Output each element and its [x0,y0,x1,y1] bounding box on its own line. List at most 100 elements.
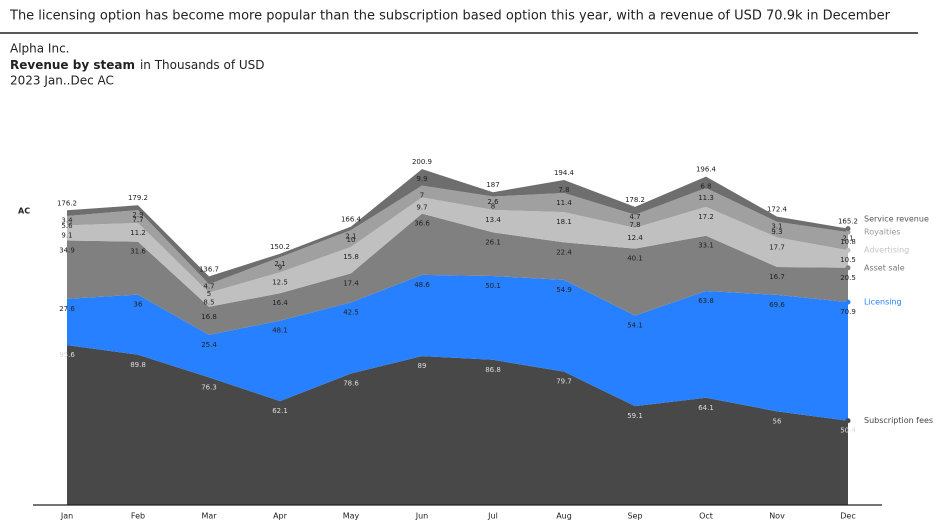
value-label: 33.1 [698,242,714,250]
total-label: 176.2 [57,199,77,207]
value-label: 86.8 [485,366,501,374]
total-label: 187 [486,181,499,189]
value-label: 10.5 [840,256,856,264]
total-label: 165.2 [838,218,858,226]
value-label: 62.1 [272,407,288,415]
value-label: 2.1 [842,235,853,243]
value-label: 15.8 [343,253,359,261]
value-label: 16.8 [201,313,217,321]
value-label: 11.2 [130,229,146,237]
total-label: 166.4 [341,216,362,224]
x-tick-label: Dec [840,512,855,521]
value-label: 8 [491,203,495,211]
header-line: Revenue by steam in Thousands of USD [10,58,265,72]
value-label: 36 [134,301,143,309]
value-label: 50.4 [840,427,856,435]
value-label: 17.2 [698,213,714,221]
value-label: 20.5 [840,274,856,282]
value-label: 76.3 [201,383,217,391]
value-label: 3.1 [771,223,782,231]
legend-label: Service revenue [864,215,929,224]
value-label: 48.1 [272,327,288,335]
value-label: 4.7 [629,213,640,221]
value-label: 8.5 [203,299,214,307]
value-label: 89 [418,362,427,370]
value-label: 2.1 [274,260,285,268]
legend-label: Subscription fees [864,416,933,425]
value-label: 7.8 [558,186,569,194]
series-end-dot [845,226,851,232]
value-label: 69.6 [769,301,785,309]
series-end-dot [845,265,851,271]
value-label: 78.6 [343,380,359,388]
value-label: 6.8 [700,183,711,191]
chart-title: Revenue by steam [10,58,135,72]
value-label: 10.8 [840,238,856,246]
x-tick-label: May [343,512,360,521]
x-tick-label: Oct [699,512,713,521]
value-label: 12.4 [627,234,643,242]
value-label: 9 [278,263,282,271]
area [67,213,848,335]
x-tick-label: Feb [131,512,145,521]
value-label: 26.1 [485,238,501,246]
company: Alpha Inc. [10,42,70,56]
value-label: 2.9 [132,211,143,219]
value-label: 2.6 [487,198,499,206]
total-label: 196.4 [696,166,717,174]
x-tick-label: Jan [60,512,73,521]
value-label: 34.9 [59,247,75,255]
total-label: 136.7 [199,265,219,273]
total-label: 200.9 [412,158,432,166]
series-end-dot [845,229,851,235]
legend-label: Advertising [864,246,909,255]
scenario-label: AC [18,207,30,216]
value-label: 5.6 [61,222,73,230]
value-label: 7.7 [132,216,143,224]
series-end-dot [845,299,851,305]
area [67,197,848,307]
total-label: 179.2 [128,194,148,202]
value-label: 12.5 [272,278,288,286]
x-tick-label: Jul [487,512,498,521]
value-label: 7.8 [629,221,640,229]
value-label: 64.1 [698,404,714,412]
value-label: 3.4 [61,216,73,224]
total-label: 150.2 [270,243,290,251]
value-label: 17.4 [343,279,359,287]
value-label: 25.4 [201,341,217,349]
value-label: 42.5 [343,308,359,316]
value-label: 4.7 [203,282,214,290]
x-tick-label: Sep [627,512,642,521]
value-label: 13.4 [485,216,501,224]
value-label: 31.6 [130,248,146,256]
value-label: 16.7 [769,273,785,281]
value-label: 17.7 [769,243,785,251]
x-tick-label: Apr [273,512,288,521]
total-label: 178.2 [625,196,645,204]
value-label: 95.6 [59,351,75,359]
value-label: 10 [347,236,356,244]
value-label: 9.7 [416,203,427,211]
value-label: 50.1 [485,282,501,290]
value-label: 54.1 [627,322,643,330]
value-label: 48.6 [414,281,430,289]
area [67,345,848,505]
value-label: 11.4 [556,199,572,207]
legend-label: Royalties [864,228,900,237]
legend-label: Asset sale [864,263,905,272]
x-tick-label: Nov [769,512,785,521]
area [67,274,848,421]
value-label: 27.6 [59,305,75,313]
value-label: 36.6 [414,220,430,228]
value-label: 79.7 [556,378,572,386]
total-label: 172.4 [767,206,788,214]
series-end-dot [845,247,851,253]
value-label: 63.8 [698,297,714,305]
value-label: 5 [207,290,211,298]
value-label: 40.1 [627,255,643,263]
value-label: 56 [773,417,782,425]
x-tick-label: Mar [201,512,217,521]
series-end-dot [845,418,851,424]
